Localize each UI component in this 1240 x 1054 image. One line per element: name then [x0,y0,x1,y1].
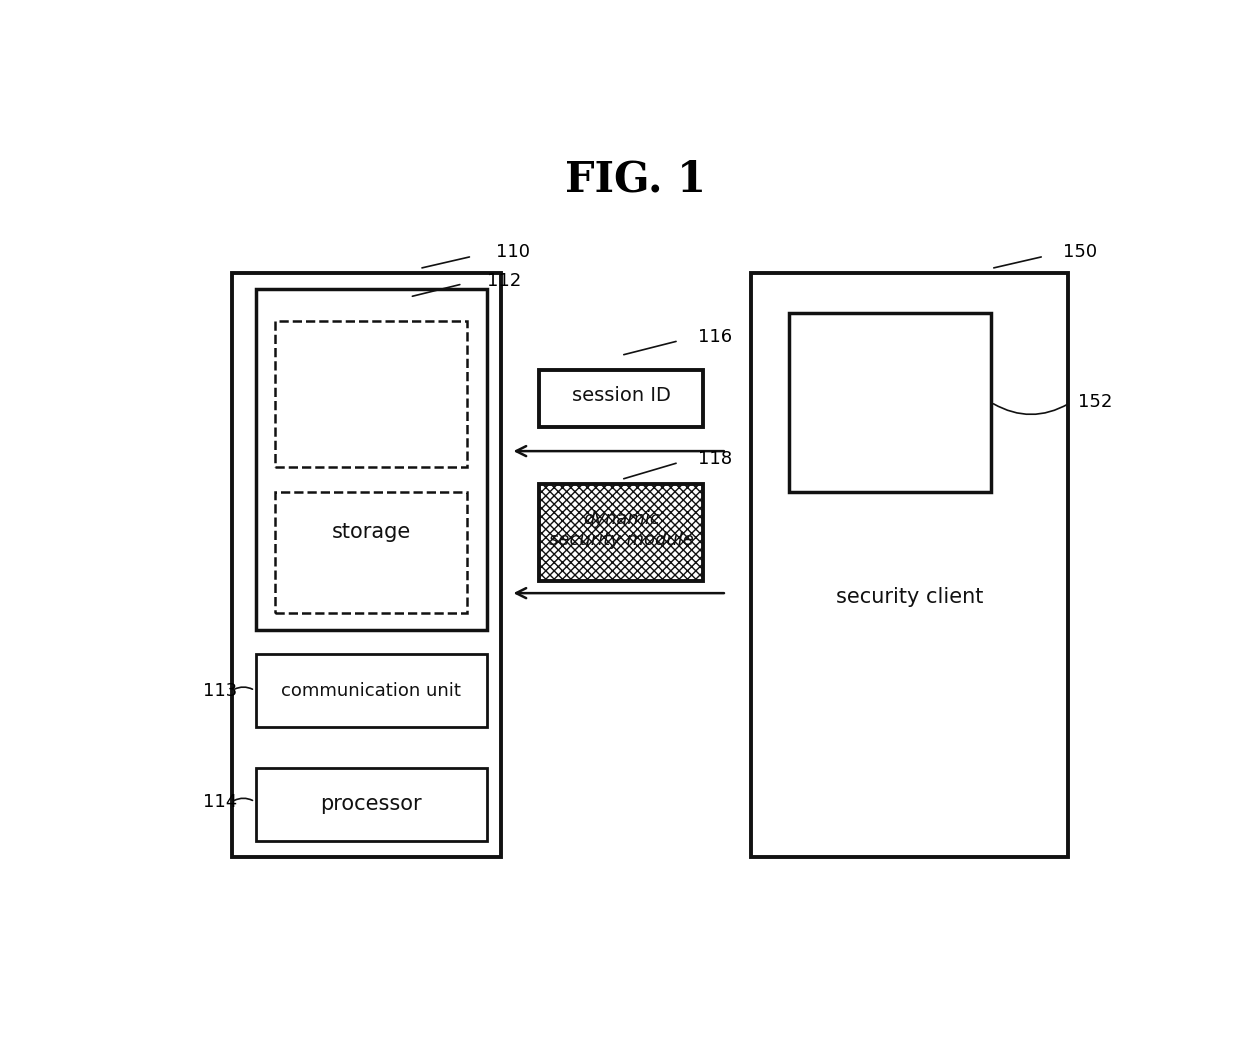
Bar [275,321,467,467]
Bar [232,273,501,857]
Bar [539,370,703,427]
Text: FIG. 1: FIG. 1 [565,158,706,200]
Bar [539,484,703,581]
Text: storage: storage [331,523,410,542]
Bar [275,491,467,613]
Text: 150: 150 [1063,243,1097,261]
Text: 113: 113 [203,682,237,700]
Bar [789,313,991,491]
Text: 112: 112 [486,272,521,290]
Bar [255,653,486,727]
Text: 114: 114 [203,793,237,811]
Text: session ID: session ID [572,387,671,406]
Text: communication unit: communication unit [281,682,461,700]
Bar [751,273,1068,857]
Bar [255,767,486,841]
Text: processor: processor [320,794,422,814]
Text: 116: 116 [698,329,732,347]
Bar [255,289,486,629]
Text: 152: 152 [1078,393,1112,411]
Text: dynamic
security module: dynamic security module [548,510,693,549]
Text: 118: 118 [698,450,732,468]
Text: security client: security client [836,587,983,607]
Text: 110: 110 [496,243,531,261]
